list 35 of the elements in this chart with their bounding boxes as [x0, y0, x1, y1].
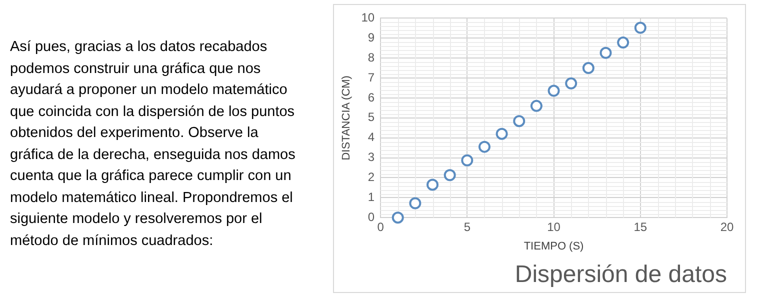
y-tick-label: 8	[368, 50, 375, 64]
y-tick-label: 9	[368, 30, 375, 44]
point	[426, 178, 439, 191]
y-tick-label: 0	[368, 210, 375, 224]
x-tick-label: 10	[547, 220, 561, 234]
y-tick-label: 4	[368, 130, 375, 144]
point	[444, 169, 456, 182]
y-tick-label: 1	[368, 190, 375, 204]
point	[409, 197, 422, 210]
y-tick-label: 6	[368, 90, 375, 104]
y-tick-label: 10	[361, 10, 375, 25]
point	[600, 46, 612, 59]
x-tick-label: 15	[634, 220, 648, 234]
point	[548, 84, 560, 97]
point	[513, 115, 526, 128]
y-axis-title: DISTANCIA (CM)	[340, 76, 353, 160]
x-tick-label: 5	[464, 220, 471, 234]
x-axis-title: TIEMPO (S)	[524, 240, 584, 253]
x-tick-label: 20	[720, 220, 734, 234]
point	[634, 22, 646, 34]
y-tick-label: 5	[368, 110, 375, 124]
text: Así pues, gracias a los datos recabados podemos construir una gráfica que nos ayudará a proponer un modelo matemático que coincida con la dispersión de los puntos obtenidos del experimento. Observe la gráfica de la derecha, enseguida nos damos cuenta que la gráfica parece cumplir con un modelo matemático lineal. Propondremos el siguiente modelo y resolveremos por el método de mínimos cuadrados:	[10, 39, 296, 248]
point	[496, 128, 508, 140]
point	[565, 77, 578, 90]
y-tick-label: 3	[368, 150, 375, 164]
text: Dispersión de datos	[514, 261, 727, 288]
y-tick-label: 2	[368, 170, 375, 184]
point	[530, 100, 542, 112]
point	[617, 36, 630, 49]
point	[478, 140, 490, 153]
y-tick-label: 7	[368, 70, 375, 84]
point	[461, 154, 474, 166]
x-tick-label: 0	[377, 220, 384, 234]
point	[392, 212, 404, 224]
point	[582, 62, 594, 74]
